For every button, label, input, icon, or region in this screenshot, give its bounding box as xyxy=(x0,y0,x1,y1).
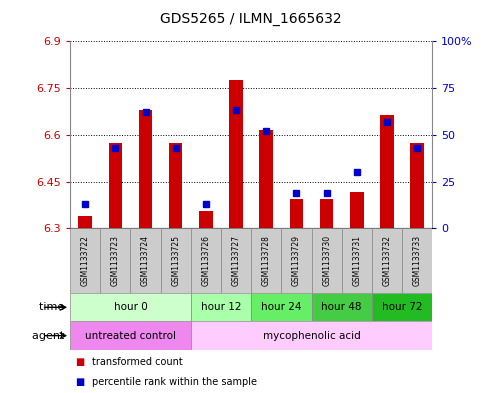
Text: GSM1133722: GSM1133722 xyxy=(81,235,90,286)
Bar xyxy=(251,228,281,293)
Bar xyxy=(290,199,303,228)
Bar xyxy=(100,228,130,293)
Bar xyxy=(191,293,251,321)
Bar xyxy=(169,143,183,228)
Bar xyxy=(259,130,273,228)
Text: GSM1133733: GSM1133733 xyxy=(412,235,422,286)
Bar xyxy=(372,228,402,293)
Text: hour 24: hour 24 xyxy=(261,302,301,312)
Text: agent: agent xyxy=(32,331,68,341)
Text: untreated control: untreated control xyxy=(85,331,176,341)
Bar xyxy=(191,321,432,350)
Text: GSM1133726: GSM1133726 xyxy=(201,235,211,286)
Text: GSM1133731: GSM1133731 xyxy=(352,235,361,286)
Text: GSM1133728: GSM1133728 xyxy=(262,235,271,286)
Text: GSM1133724: GSM1133724 xyxy=(141,235,150,286)
Bar xyxy=(380,114,394,228)
Bar xyxy=(229,80,243,228)
Bar xyxy=(130,228,160,293)
Text: GDS5265 / ILMN_1665632: GDS5265 / ILMN_1665632 xyxy=(160,11,342,26)
Bar xyxy=(70,228,100,293)
Bar xyxy=(139,110,152,228)
Bar xyxy=(402,228,432,293)
Bar xyxy=(78,216,92,228)
Bar xyxy=(372,293,432,321)
Bar xyxy=(320,199,333,228)
Bar xyxy=(70,321,191,350)
Bar xyxy=(251,293,312,321)
Text: time: time xyxy=(39,302,68,312)
Text: GSM1133730: GSM1133730 xyxy=(322,235,331,286)
Text: hour 48: hour 48 xyxy=(322,302,362,312)
Text: GSM1133727: GSM1133727 xyxy=(231,235,241,286)
Text: GSM1133723: GSM1133723 xyxy=(111,235,120,286)
Text: ■: ■ xyxy=(75,377,84,387)
Bar xyxy=(411,143,424,228)
Bar xyxy=(221,228,251,293)
Bar xyxy=(312,293,372,321)
Bar xyxy=(312,228,342,293)
Bar xyxy=(160,228,191,293)
Bar xyxy=(342,228,372,293)
Text: percentile rank within the sample: percentile rank within the sample xyxy=(92,377,257,387)
Text: mycophenolic acid: mycophenolic acid xyxy=(263,331,360,341)
Text: GSM1133732: GSM1133732 xyxy=(383,235,392,286)
Bar xyxy=(109,143,122,228)
Bar xyxy=(70,293,191,321)
Bar xyxy=(350,193,364,228)
Text: GSM1133729: GSM1133729 xyxy=(292,235,301,286)
Bar xyxy=(281,228,312,293)
Bar xyxy=(191,228,221,293)
Text: GSM1133725: GSM1133725 xyxy=(171,235,180,286)
Text: transformed count: transformed count xyxy=(92,356,183,367)
Text: hour 12: hour 12 xyxy=(201,302,241,312)
Text: ■: ■ xyxy=(75,356,84,367)
Bar xyxy=(199,211,213,228)
Text: hour 72: hour 72 xyxy=(382,302,422,312)
Text: hour 0: hour 0 xyxy=(114,302,147,312)
